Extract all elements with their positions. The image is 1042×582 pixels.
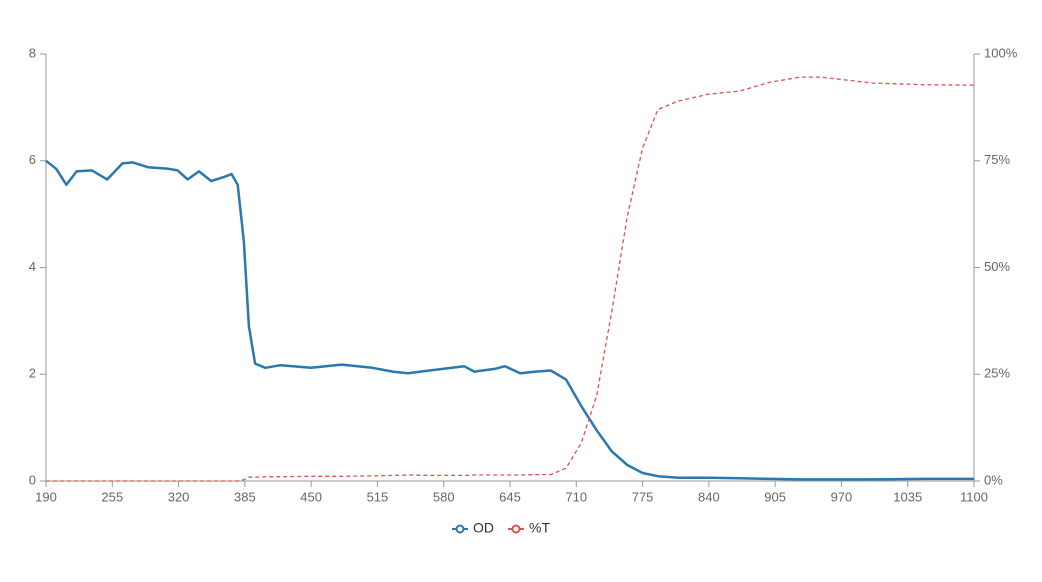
x-tick-label: 320 [168,489,190,504]
x-tick-label: 970 [831,489,853,504]
y-tick-label: 2 [29,366,36,381]
legend-label[interactable]: OD [473,520,494,536]
y-tick-label: 0 [29,472,36,487]
series-line [45,159,974,481]
x-tick-label: 645 [499,489,521,504]
x-tick-label: 905 [764,489,786,504]
legend-marker [511,524,521,534]
x-tick-label: 190 [35,489,57,504]
x-tick-label: 515 [367,489,389,504]
y2-tick-label: 100% [984,45,1018,60]
y-tick-label: 6 [29,152,36,167]
y-tick-label: 8 [29,45,36,60]
x-tick-label: 840 [698,489,720,504]
y2-tick-label: 25% [984,366,1010,381]
x-tick-label: 255 [101,489,123,504]
series-line [46,76,975,482]
y2-tick-label: 75% [984,152,1010,167]
y-tick-label: 4 [29,259,36,274]
x-tick-label: 385 [234,489,256,504]
legend-label[interactable]: %T [529,520,550,536]
x-tick-label: 775 [632,489,654,504]
x-tick-label: 1100 [960,489,988,504]
legend-marker [455,524,465,534]
x-tick-label: 1035 [893,489,922,504]
y2-tick-label: 0% [984,472,1003,487]
x-tick-label: 710 [565,489,587,504]
x-tick-label: 580 [433,489,455,504]
y2-tick-label: 50% [984,259,1010,274]
x-tick-label: 450 [300,489,322,504]
